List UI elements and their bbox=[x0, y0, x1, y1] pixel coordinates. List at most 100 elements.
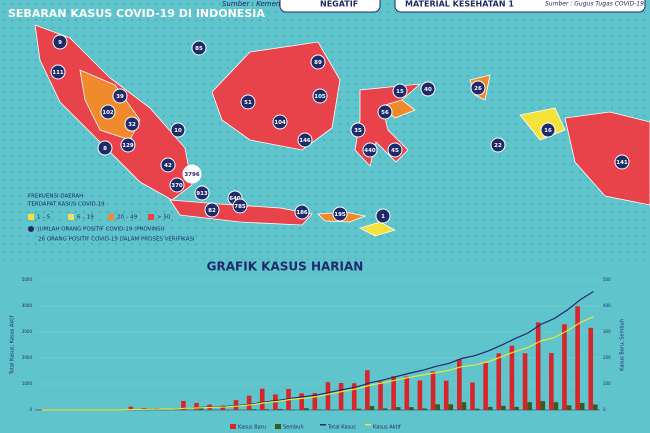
bar bbox=[382, 408, 388, 410]
case-bubble bbox=[297, 132, 313, 148]
y-axis-label: Total Kasus, Kasus Aktif bbox=[10, 315, 16, 375]
bar bbox=[220, 405, 226, 410]
title: SEBARAN KASUS COVID-19 DI INDONESIA bbox=[8, 7, 265, 20]
bar bbox=[562, 324, 567, 410]
case-count: 45 bbox=[391, 148, 399, 154]
box bbox=[394, 0, 646, 13]
bar bbox=[365, 370, 370, 410]
bar bbox=[553, 402, 559, 410]
case-count: 9 bbox=[58, 40, 62, 46]
case-count: 85 bbox=[195, 46, 203, 52]
case-bubble bbox=[312, 88, 328, 104]
legend-label: Total Kasus bbox=[327, 425, 356, 431]
case-bubble bbox=[169, 177, 185, 193]
case-count: 785 bbox=[234, 204, 246, 210]
bar bbox=[566, 405, 572, 410]
case-count: 8 bbox=[103, 146, 107, 152]
bar bbox=[435, 404, 440, 410]
bar bbox=[181, 400, 186, 410]
case-bubble bbox=[97, 140, 113, 156]
case-count: 141 bbox=[616, 160, 628, 166]
bar bbox=[522, 353, 528, 410]
case-bubble bbox=[170, 122, 186, 138]
case-count: 102 bbox=[102, 110, 114, 116]
case-bubble bbox=[204, 202, 220, 218]
case-bubble bbox=[52, 34, 68, 50]
bar bbox=[487, 406, 493, 410]
bar bbox=[259, 388, 265, 410]
case-count: 51 bbox=[244, 100, 252, 106]
case-bubble bbox=[362, 142, 378, 158]
bar bbox=[579, 402, 585, 410]
bar bbox=[549, 353, 554, 410]
bar bbox=[448, 404, 454, 410]
bar bbox=[338, 382, 344, 410]
source: Sumber : Gugus Tugas COVID-19 bbox=[545, 1, 644, 8]
bar bbox=[325, 382, 331, 410]
case-count: 82 bbox=[208, 208, 216, 214]
case-count: 913 bbox=[196, 191, 208, 197]
case-bubble bbox=[120, 137, 136, 153]
bar bbox=[378, 381, 383, 410]
y2-axis-label: Kasus Baru, Sembuh bbox=[620, 319, 626, 371]
bar bbox=[36, 409, 42, 410]
case-bubble bbox=[470, 80, 486, 96]
bar bbox=[461, 402, 467, 410]
case-bubble bbox=[377, 104, 393, 120]
case-count: 146 bbox=[299, 138, 311, 144]
case-bubble bbox=[194, 185, 210, 201]
legend-label: Kasus Aktif bbox=[373, 425, 401, 431]
bar bbox=[128, 406, 134, 410]
legend-swatch bbox=[148, 214, 154, 220]
y-tick-label: 3000 bbox=[22, 329, 33, 334]
bar bbox=[299, 393, 304, 410]
bar bbox=[312, 393, 318, 410]
bar bbox=[356, 408, 362, 410]
bar bbox=[422, 408, 427, 410]
case-count: 56 bbox=[381, 110, 389, 116]
case-bubble bbox=[420, 81, 436, 97]
bar bbox=[351, 383, 357, 410]
legend-swatch bbox=[230, 424, 236, 429]
kalimantan bbox=[211, 41, 341, 151]
y-tick-label: 4000 bbox=[22, 303, 33, 308]
y-tick-label: 5000 bbox=[22, 277, 33, 282]
case-count: 89 bbox=[314, 60, 322, 66]
case-count: 3796 bbox=[184, 172, 199, 178]
case-count: 22 bbox=[494, 143, 502, 149]
case-bubble bbox=[240, 94, 256, 110]
bar bbox=[588, 327, 594, 410]
case-count: 111 bbox=[52, 70, 64, 76]
case-bubble bbox=[332, 206, 348, 222]
legend-title: FREKUENSI DAERAH bbox=[28, 194, 83, 200]
bar bbox=[527, 402, 532, 410]
case-bubble bbox=[272, 114, 288, 130]
case-count: 40 bbox=[424, 87, 432, 93]
line bbox=[41, 316, 594, 411]
bar bbox=[251, 409, 257, 410]
case-bubble bbox=[375, 208, 391, 224]
case-bubble bbox=[191, 40, 207, 56]
case-count: 370 bbox=[171, 183, 183, 189]
bar bbox=[496, 353, 502, 410]
case-bubble bbox=[387, 142, 403, 158]
box bbox=[279, 0, 381, 13]
bar bbox=[501, 405, 506, 410]
y2-tick-label: 0 bbox=[603, 407, 606, 412]
case-count: 104 bbox=[274, 120, 286, 126]
papua bbox=[564, 111, 650, 206]
y2-tick-label: 300 bbox=[603, 329, 611, 334]
case-bubble bbox=[310, 54, 326, 70]
case-count: 129 bbox=[122, 143, 134, 149]
case-bubble bbox=[490, 137, 506, 153]
legend-label: 6 – 19 bbox=[77, 215, 94, 221]
bar bbox=[194, 402, 199, 410]
bar bbox=[514, 406, 519, 410]
case-count: 32 bbox=[128, 122, 136, 128]
case-bubble bbox=[392, 83, 408, 99]
case-count: 195 bbox=[334, 212, 346, 218]
case-bubble bbox=[232, 198, 248, 214]
bar bbox=[277, 408, 283, 410]
